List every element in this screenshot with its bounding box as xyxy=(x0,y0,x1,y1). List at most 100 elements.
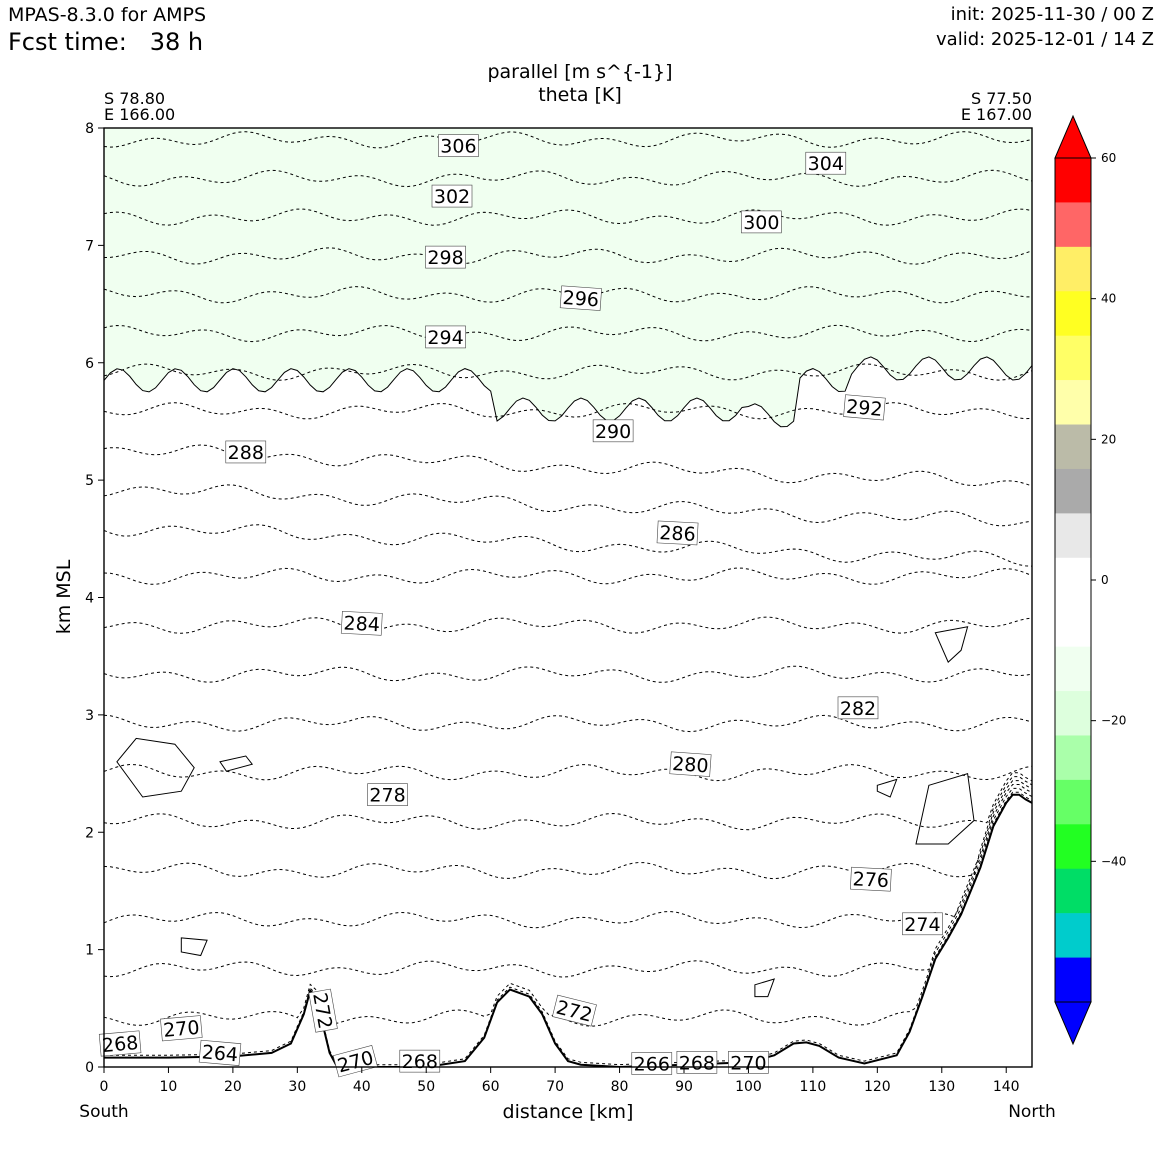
y-tick-label: 5 xyxy=(85,473,94,489)
x-tick-label: 110 xyxy=(800,1079,827,1095)
theta-label-text: 304 xyxy=(808,153,844,175)
colorbar-cell xyxy=(1055,380,1091,425)
colorbar-cell xyxy=(1055,913,1091,958)
theta-contour-line xyxy=(104,208,1032,226)
theta-label-box xyxy=(367,783,408,806)
theta-label-box xyxy=(728,1051,769,1074)
valid-time: valid: 2025-12-01 / 14 Z xyxy=(936,29,1154,50)
colorbar-cell xyxy=(1055,424,1091,470)
x-tick-label: 50 xyxy=(417,1079,435,1095)
theta-label-text: 306 xyxy=(440,136,476,158)
theta-label-box xyxy=(669,751,712,777)
theta-label-box xyxy=(656,520,699,546)
theta-label-box xyxy=(425,245,466,269)
wind-contour xyxy=(754,978,776,998)
theta-label-box xyxy=(902,912,943,936)
colorbar-tick-label: 0 xyxy=(1101,573,1109,587)
y-tick-label: 8 xyxy=(85,121,94,137)
x-axis-label: distance [km] xyxy=(503,1101,634,1123)
model-name: MPAS-8.3.0 for AMPS xyxy=(8,4,207,26)
theta-label-text: 276 xyxy=(852,868,889,892)
theta-label-15: 276 xyxy=(850,866,892,892)
theta-label-box xyxy=(676,1051,718,1074)
theta-label-text: 290 xyxy=(595,421,631,443)
x-tick-label: 120 xyxy=(864,1079,891,1095)
theta-contour-line xyxy=(104,791,1032,1066)
theta-label-box xyxy=(850,866,892,892)
theta-label-6: 294 xyxy=(425,325,466,349)
theta-label-box xyxy=(340,610,383,636)
y-tick-label: 0 xyxy=(85,1060,94,1076)
theta-label-box xyxy=(559,285,602,311)
colorbar-cell xyxy=(1055,557,1091,603)
y-tick-label: 2 xyxy=(85,825,94,841)
theta-contour-line xyxy=(104,616,1032,634)
theta-label-5: 296 xyxy=(559,285,602,311)
theta-label-13: 280 xyxy=(669,751,712,777)
theta-contour-line xyxy=(104,567,1032,585)
colorbar-cell xyxy=(1055,735,1091,781)
contour-labels: 306 304 302 300 298 296 294 292 290 288 286 284 282 2… xyxy=(98,134,943,1077)
theta-label-14: 278 xyxy=(367,783,408,807)
colorbar-cell xyxy=(1055,646,1091,692)
theta-contour-line xyxy=(104,247,1032,265)
theta-label-4: 298 xyxy=(425,245,466,269)
theta-label-3: 300 xyxy=(741,210,782,234)
wind-contour xyxy=(915,772,975,845)
right-endpoint-lat: S 77.50 xyxy=(971,89,1032,108)
theta-label-1: 304 xyxy=(805,151,847,175)
theta-label-12: 282 xyxy=(837,696,879,720)
theta-label-8: 290 xyxy=(592,419,634,443)
theta-label-text: 288 xyxy=(228,442,264,464)
theta-label-box xyxy=(631,1052,673,1075)
x-tick-label: 90 xyxy=(675,1079,693,1095)
theta-label-text: 296 xyxy=(562,287,600,311)
wind-shading-region xyxy=(104,128,1032,428)
theta-label-text: 282 xyxy=(840,698,876,720)
theta-label-20: 268 xyxy=(98,1030,142,1057)
colorbar-cell xyxy=(1055,158,1091,203)
x-tick-label: 40 xyxy=(353,1079,371,1095)
x-tick-label: 20 xyxy=(224,1079,242,1095)
theta-label-box xyxy=(308,988,338,1033)
y-tick-label: 7 xyxy=(85,238,94,254)
theta-label-0: 306 xyxy=(438,134,479,158)
y-tick-label: 3 xyxy=(85,708,94,724)
chart-title-wind: parallel [m s^{-1}] xyxy=(487,61,672,83)
y-tick-label: 1 xyxy=(85,943,94,959)
x-tick-label: 100 xyxy=(735,1079,762,1095)
theta-contour-line xyxy=(104,524,1032,567)
colorbar-tick-label: 20 xyxy=(1101,432,1116,446)
theta-contour-line xyxy=(104,772,1032,831)
left-endpoint-lon: E 166.00 xyxy=(104,105,175,124)
theta-label-box xyxy=(837,696,879,720)
theta-label-9: 288 xyxy=(225,440,267,464)
colorbar-tick-label: −40 xyxy=(1101,854,1126,868)
theta-label-24: 266 xyxy=(631,1052,673,1075)
y-axis-label: km MSL xyxy=(53,559,75,634)
theta-label-box xyxy=(843,394,886,421)
theta-label-text: 268 xyxy=(101,1032,139,1057)
theta-label-text: 298 xyxy=(427,247,463,269)
colorbar-tick-label: 60 xyxy=(1101,151,1116,165)
theta-label-23: 268 xyxy=(399,1049,441,1073)
theta-label-text: 266 xyxy=(634,1053,670,1075)
theta-contour-line xyxy=(104,286,1032,304)
x-tick-label: 30 xyxy=(288,1079,306,1095)
colorbar-cell xyxy=(1055,468,1091,514)
theta-label-text: 270 xyxy=(162,1017,200,1042)
forecast-time-value: 38 h xyxy=(149,28,204,56)
theta-label-text: 274 xyxy=(904,914,940,936)
wind-contour xyxy=(116,737,195,798)
theta-contour-line xyxy=(104,131,1032,149)
init-time: init: 2025-11-30 / 00 Z xyxy=(950,4,1154,25)
x-tick-label: 70 xyxy=(546,1079,564,1095)
theta-label-box xyxy=(552,994,597,1027)
chart-title-theta: theta [K] xyxy=(538,84,622,106)
x-tick-label: 0 xyxy=(100,1079,109,1095)
theta-label-text: 284 xyxy=(343,612,380,636)
theta-label-text: 268 xyxy=(402,1051,438,1073)
right-endpoint-lon: E 167.00 xyxy=(961,105,1032,124)
wind-contour xyxy=(219,755,254,772)
